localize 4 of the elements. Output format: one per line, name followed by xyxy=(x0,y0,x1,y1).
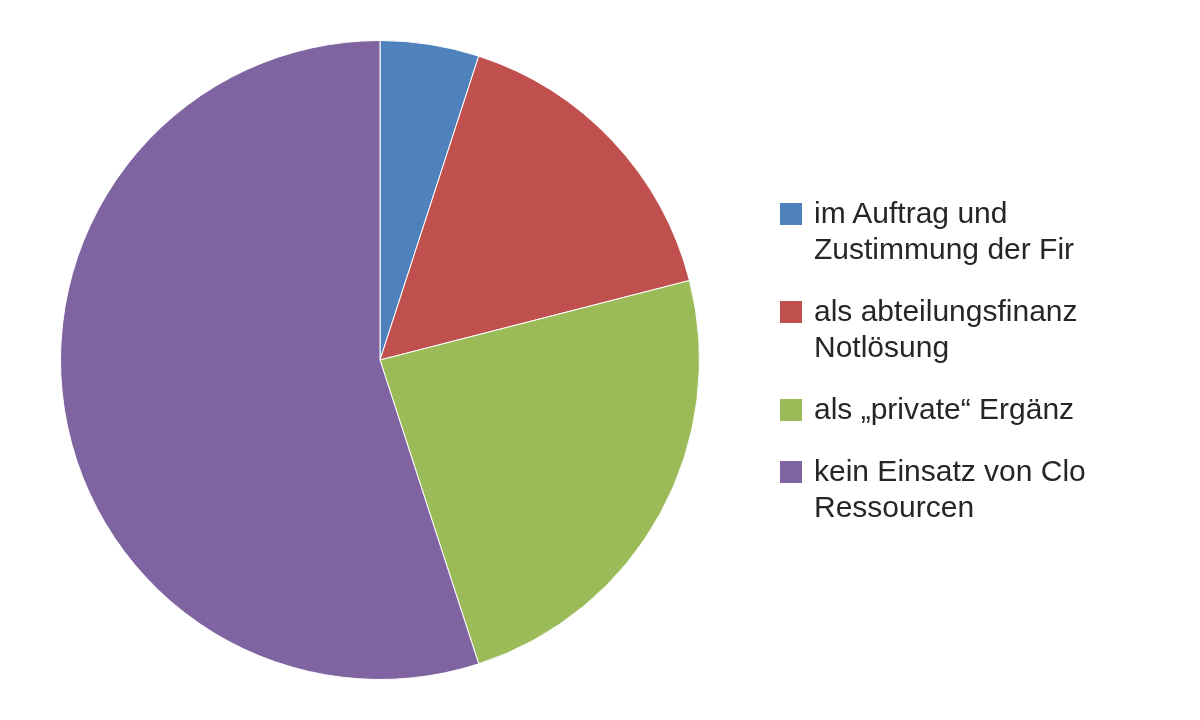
legend-label: kein Einsatz von Clo Ressourcen xyxy=(814,453,1087,525)
legend-label: als „private“ Ergänz xyxy=(814,391,1075,427)
legend-label: als abteilungsfinanz Notlösung xyxy=(814,293,1079,365)
legend-label: im Auftrag und Zustimmung der Fir xyxy=(814,195,1076,267)
